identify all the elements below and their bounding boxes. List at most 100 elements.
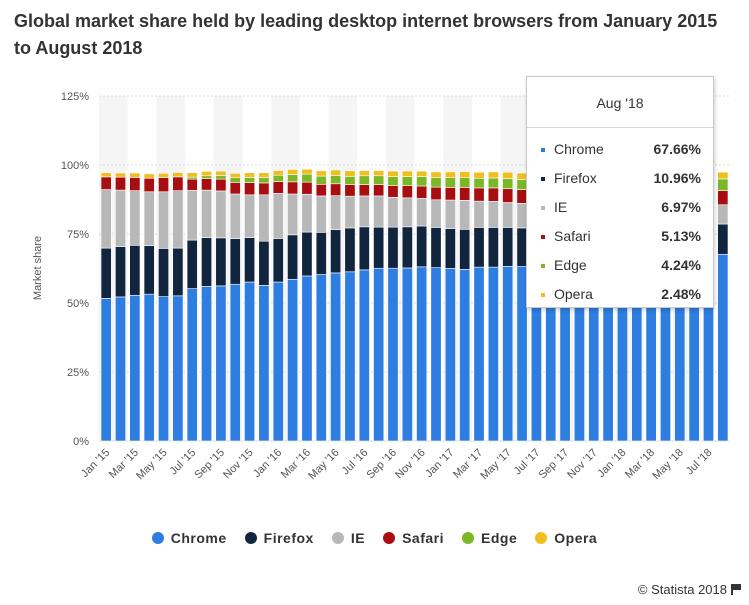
bar-ie[interactable] (115, 189, 126, 247)
bar-firefox[interactable] (315, 232, 327, 275)
bar-safari[interactable] (100, 176, 112, 190)
bar-opera[interactable] (401, 170, 413, 177)
bar-safari[interactable] (459, 187, 471, 201)
bar-opera[interactable] (444, 171, 456, 178)
bar-firefox[interactable] (229, 238, 241, 285)
bar-ie[interactable] (272, 193, 284, 239)
bar-firefox[interactable] (416, 225, 428, 268)
bar-safari[interactable] (373, 184, 385, 197)
bar-chrome[interactable] (430, 267, 442, 442)
bar-safari[interactable] (430, 186, 442, 201)
bar-chrome[interactable] (301, 275, 313, 442)
bar-opera[interactable] (201, 171, 213, 177)
bar-edge[interactable] (287, 174, 299, 183)
bar-firefox[interactable] (272, 238, 284, 283)
bar-opera[interactable] (172, 172, 184, 178)
bar-safari[interactable] (358, 184, 370, 197)
bar-ie[interactable] (401, 197, 413, 228)
bar-opera[interactable] (330, 169, 342, 176)
bar-safari[interactable] (201, 178, 213, 191)
bar-chrome[interactable] (387, 267, 399, 442)
bar-safari[interactable] (315, 184, 327, 197)
bar-chrome[interactable] (129, 294, 141, 442)
bar-opera[interactable] (315, 170, 327, 177)
bar-opera[interactable] (416, 170, 428, 177)
bar-firefox[interactable] (186, 239, 198, 289)
bar-ie[interactable] (172, 190, 184, 249)
bar-ie[interactable] (315, 195, 327, 233)
bar-safari[interactable] (473, 187, 485, 202)
bar-firefox[interactable] (287, 234, 299, 280)
bar-edge[interactable] (459, 177, 471, 188)
bar-safari[interactable] (487, 187, 499, 202)
bar-chrome[interactable] (287, 278, 299, 442)
bar-ie[interactable] (387, 196, 399, 228)
bar-chrome[interactable] (158, 296, 169, 442)
bar-firefox[interactable] (215, 237, 227, 287)
bar-firefox[interactable] (430, 227, 442, 268)
bar-safari[interactable] (287, 181, 299, 195)
legend-item-opera[interactable]: Opera (535, 528, 597, 548)
legend-item-chrome[interactable]: Chrome (151, 528, 227, 548)
bar-opera[interactable] (459, 171, 471, 178)
bar-edge[interactable] (416, 176, 428, 187)
bar-opera[interactable] (387, 170, 399, 177)
bar-chrome[interactable] (473, 266, 485, 442)
bar-ie[interactable] (287, 193, 299, 236)
bar-chrome[interactable] (201, 286, 213, 442)
bar-chrome[interactable] (100, 298, 112, 442)
bar-ie[interactable] (459, 200, 471, 230)
bar-safari[interactable] (502, 188, 514, 203)
bar-opera[interactable] (344, 170, 356, 177)
bar-ie[interactable] (416, 198, 428, 227)
bar-firefox[interactable] (172, 247, 184, 297)
bar-chrome[interactable] (229, 283, 241, 442)
bar-ie[interactable] (717, 204, 729, 225)
legend-item-firefox[interactable]: Firefox (244, 528, 314, 548)
bar-opera[interactable] (473, 171, 485, 179)
statista-credit[interactable]: © Statista 2018 (638, 582, 741, 597)
bar-safari[interactable] (416, 185, 428, 199)
bar-edge[interactable] (244, 177, 256, 183)
bar-firefox[interactable] (115, 246, 126, 298)
bar-chrome[interactable] (172, 295, 184, 442)
bar-firefox[interactable] (100, 247, 112, 299)
bar-safari[interactable] (344, 184, 356, 197)
bar-opera[interactable] (430, 171, 442, 178)
bar-ie[interactable] (502, 202, 514, 228)
bar-safari[interactable] (129, 177, 141, 191)
bar-firefox[interactable] (258, 240, 270, 286)
bar-ie[interactable] (330, 195, 342, 230)
bar-edge[interactable] (473, 177, 485, 189)
bar-chrome[interactable] (344, 271, 356, 442)
bar-edge[interactable] (373, 175, 385, 185)
bar-firefox[interactable] (129, 245, 141, 296)
bar-edge[interactable] (487, 177, 499, 189)
bar-firefox[interactable] (473, 227, 485, 268)
bar-safari[interactable] (401, 185, 413, 199)
bar-chrome[interactable] (416, 266, 428, 442)
bar-chrome[interactable] (258, 285, 270, 442)
bar-safari[interactable] (444, 187, 456, 201)
bar-chrome[interactable] (315, 274, 327, 442)
bar-safari[interactable] (387, 185, 399, 198)
bar-opera[interactable] (373, 170, 385, 177)
bar-opera[interactable] (244, 172, 256, 178)
bar-chrome[interactable] (487, 266, 499, 442)
bar-opera[interactable] (358, 170, 370, 177)
bar-safari[interactable] (186, 178, 198, 191)
bar-chrome[interactable] (444, 268, 456, 442)
bar-chrome[interactable] (459, 269, 471, 442)
bar-edge[interactable] (272, 174, 284, 182)
bar-safari[interactable] (172, 176, 184, 191)
bar-ie[interactable] (229, 193, 241, 239)
bar-chrome[interactable] (717, 253, 729, 442)
bar-edge[interactable] (430, 177, 442, 188)
bar-opera[interactable] (186, 172, 198, 178)
legend-item-edge[interactable]: Edge (462, 528, 517, 548)
bar-firefox[interactable] (358, 226, 370, 271)
bar-edge[interactable] (401, 176, 413, 186)
bar-firefox[interactable] (373, 226, 385, 269)
bar-firefox[interactable] (301, 231, 313, 277)
bar-safari[interactable] (229, 182, 241, 195)
